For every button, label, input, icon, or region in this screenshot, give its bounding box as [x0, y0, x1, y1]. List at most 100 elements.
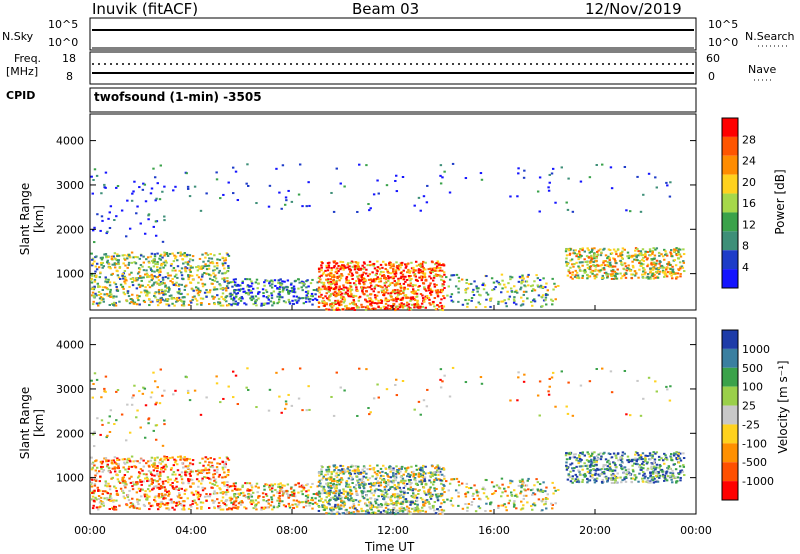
velocity-cell — [417, 492, 420, 495]
power-cell — [642, 193, 645, 196]
velocity-cell — [521, 483, 524, 486]
velocity-cell — [384, 506, 388, 509]
velocity-cell — [189, 474, 192, 477]
power-cell — [304, 300, 308, 303]
power-cell — [290, 200, 294, 203]
velocity-cell — [182, 504, 186, 507]
power-cell — [521, 279, 524, 282]
velocity-cell — [325, 491, 328, 494]
power-cell — [625, 269, 628, 272]
velocity-cell — [232, 493, 236, 496]
velocity-cell — [334, 494, 337, 497]
power-cell — [339, 268, 342, 271]
power-cell — [131, 281, 134, 284]
velocity-cell — [515, 507, 518, 510]
velocity-cell — [218, 473, 221, 476]
velocity-cell — [231, 485, 234, 488]
power-cell — [229, 295, 232, 298]
power-cell — [682, 248, 685, 251]
velocity-cell — [149, 459, 153, 462]
velocity-cell — [317, 480, 321, 483]
velocity-cell — [581, 451, 585, 454]
power-cell — [309, 282, 313, 285]
power-cell — [569, 276, 573, 279]
power-cell — [204, 263, 207, 266]
power-cell — [157, 289, 161, 292]
velocity-cell — [414, 473, 417, 476]
velocity-cell — [384, 482, 388, 485]
power-cell — [595, 273, 599, 276]
power-cell — [429, 267, 432, 270]
power-cell — [239, 288, 243, 291]
velocity-cell — [108, 485, 112, 488]
velocity-cell — [114, 487, 118, 490]
velocity-cell — [90, 379, 93, 382]
power-cell — [172, 283, 176, 286]
velocity-cell — [288, 506, 292, 509]
power-cell — [374, 298, 378, 301]
velocity-cell — [327, 492, 331, 495]
velocity-cell — [346, 493, 349, 496]
power-cell — [117, 259, 120, 262]
velocity-cell — [377, 503, 380, 506]
velocity-cell — [225, 493, 228, 496]
power-cell — [91, 294, 94, 297]
power-cell — [394, 270, 398, 273]
velocity-cell — [92, 499, 96, 502]
power-cell — [156, 261, 159, 264]
power-cell — [402, 275, 405, 278]
power-cell — [144, 200, 148, 203]
velocity-cell — [414, 494, 417, 497]
velocity-cell — [151, 488, 154, 491]
power-cell — [653, 254, 657, 257]
velocity-cell — [412, 493, 415, 496]
velocity-cell — [284, 505, 288, 508]
velocity-cell — [406, 467, 409, 470]
velocity-cell — [507, 486, 510, 489]
velocity-cell — [525, 484, 529, 487]
power-cell — [164, 259, 167, 262]
power-cell — [442, 295, 445, 298]
velocity-cell — [411, 489, 414, 492]
power-cell — [385, 289, 389, 292]
velocity-cell — [166, 458, 170, 461]
velocity-cell — [106, 463, 109, 466]
power-cell — [246, 284, 250, 287]
velocity-cell — [436, 465, 440, 468]
velocity-cell — [134, 459, 137, 462]
velocity-cell — [109, 471, 112, 474]
velocity-cell — [413, 496, 416, 499]
power-cell — [666, 271, 670, 274]
power-cell — [149, 192, 153, 195]
power-cell — [194, 297, 197, 300]
velocity-cell — [215, 471, 219, 474]
power-cell — [611, 270, 614, 273]
velocity-cell — [530, 489, 533, 492]
power-cell — [367, 297, 371, 300]
power-cell — [518, 275, 522, 278]
power-cell — [338, 304, 341, 307]
power-cell — [670, 253, 673, 256]
velocity-cell — [244, 496, 248, 499]
power-cell — [397, 277, 400, 280]
power-cell — [415, 292, 419, 295]
power-cell — [328, 299, 331, 302]
power-cell — [473, 280, 476, 283]
velocity-cell — [641, 452, 645, 455]
power-cell — [651, 267, 655, 270]
velocity-cell — [539, 490, 542, 493]
power-cell — [218, 269, 221, 272]
power-cell — [352, 302, 355, 305]
power-cell — [105, 292, 109, 295]
power-cell — [442, 271, 446, 274]
velocity-cell — [209, 478, 213, 481]
power-cell — [123, 270, 127, 273]
power-cell — [156, 282, 159, 285]
power-cell — [217, 303, 220, 306]
power-cell — [146, 256, 150, 259]
power-cell — [393, 272, 397, 275]
power-cell — [193, 185, 197, 188]
freq-tick-top: 18 — [62, 52, 76, 65]
power-cell — [540, 295, 543, 298]
velocity-cell — [407, 478, 411, 481]
